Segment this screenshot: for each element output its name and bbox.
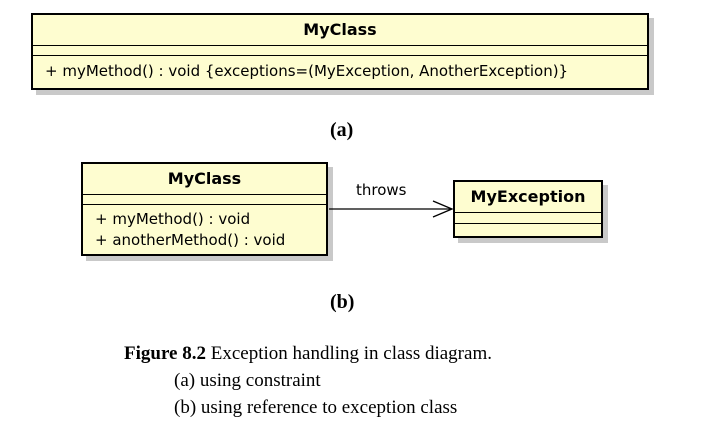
- figure-caption: Figure 8.2 Exception handling in class d…: [124, 343, 492, 365]
- myclass-box-a: MyClass + myMethod() : void {exceptions=…: [31, 13, 649, 90]
- operation-mymethod-constraint: + myMethod() : void {exceptions=(MyExcep…: [45, 62, 569, 80]
- attributes-compartment-a: [33, 46, 647, 56]
- arrowhead-icon: [432, 200, 454, 218]
- exception-attributes-compartment: [455, 213, 601, 224]
- dependency-label: throws: [356, 181, 407, 199]
- operation-mymethod: + myMethod() : void: [95, 210, 251, 228]
- sublabel-a: (a): [330, 119, 354, 141]
- operation-anothermethod: + anotherMethod() : void: [95, 231, 286, 249]
- attributes-compartment-b: [83, 195, 326, 205]
- operations-compartment-b: + myMethod() : void + anotherMethod() : …: [83, 205, 326, 251]
- operations-compartment-a: + myMethod() : void {exceptions=(MyExcep…: [33, 56, 647, 80]
- myexception-box: MyException: [453, 180, 603, 238]
- figure-number: Figure 8.2: [124, 343, 206, 364]
- sublabel-b: (b): [330, 291, 355, 313]
- class-name-a: MyClass: [33, 15, 647, 46]
- class-name-b: MyClass: [83, 164, 326, 195]
- caption-line-a: (a) using constraint: [174, 370, 321, 391]
- myclass-box-b: MyClass + myMethod() : void + anotherMet…: [81, 162, 328, 256]
- caption-line-b: (b) using reference to exception class: [174, 397, 458, 418]
- figure-title: Exception handling in class diagram.: [205, 343, 492, 364]
- exception-class-name: MyException: [455, 182, 601, 213]
